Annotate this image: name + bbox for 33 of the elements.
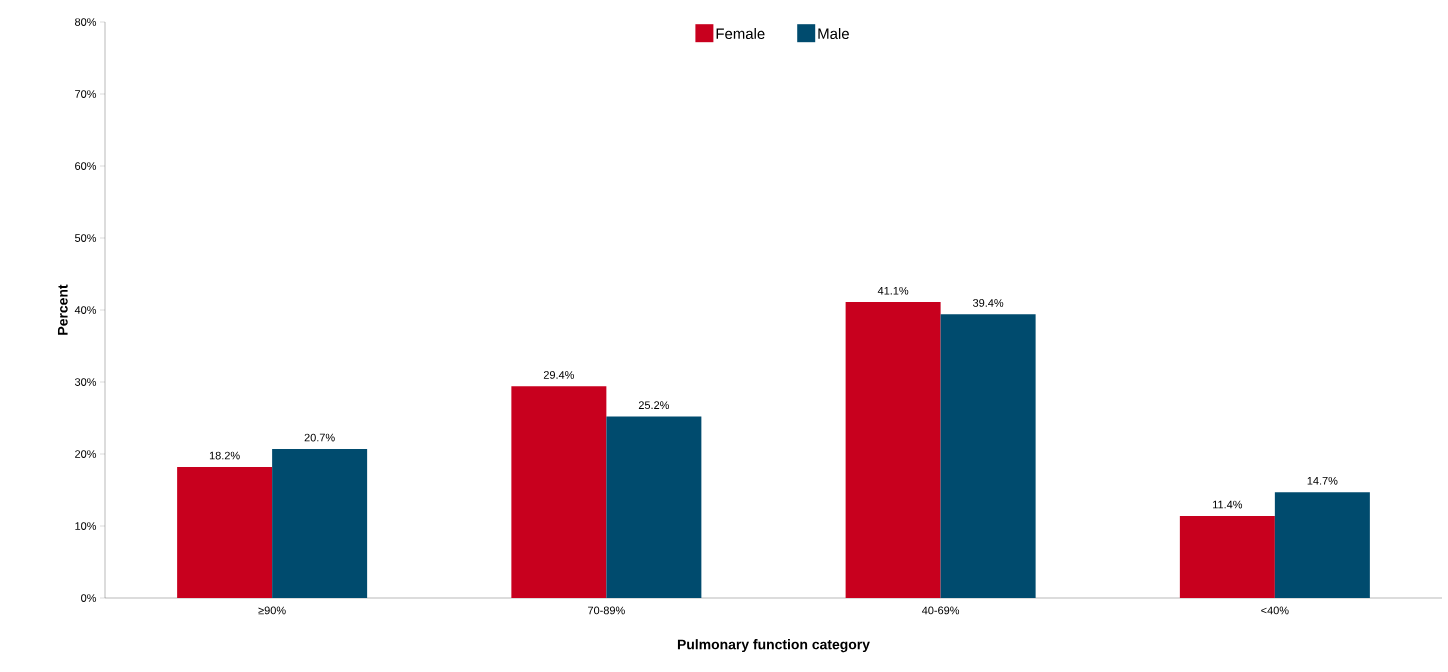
x-tick-label: ≥90% <box>258 606 286 615</box>
y-tick-label: 50% <box>74 234 97 242</box>
x-tick-label: 40-69% <box>921 606 960 615</box>
y-tick-label: 60% <box>75 162 97 170</box>
y-axis-title: Percent <box>57 284 68 335</box>
y-tick-label: 40% <box>74 306 97 314</box>
y-tick-label: 20% <box>75 450 97 458</box>
data-label: 18.2% <box>209 451 240 460</box>
bar <box>177 466 273 598</box>
data-label: 11.4% <box>1213 500 1243 509</box>
x-axis-title: Pulmonary function category <box>677 639 870 653</box>
bar <box>272 448 368 598</box>
bar <box>1179 515 1275 598</box>
data-label: 39.4% <box>973 299 1004 307</box>
data-label: 41.1% <box>877 286 909 295</box>
bar <box>606 416 702 598</box>
x-tick-label: <40% <box>1261 606 1289 615</box>
bar <box>940 314 1036 598</box>
bar <box>511 386 607 598</box>
y-tick-label: 70% <box>75 90 97 98</box>
y-tick-label: 0% <box>81 594 97 602</box>
data-label: 25.2% <box>638 401 669 410</box>
legend-label: Male <box>818 28 849 39</box>
data-label: 20.7% <box>304 433 335 442</box>
y-tick-label: 30% <box>74 378 97 386</box>
bar <box>1274 492 1370 598</box>
bar <box>845 302 941 598</box>
data-label: 29.4% <box>543 371 574 379</box>
x-tick-label: 70-89% <box>588 606 625 615</box>
data-label: 14.7% <box>1307 476 1338 485</box>
y-tick-label: 80% <box>75 18 97 26</box>
y-tick-label: 10% <box>75 522 97 530</box>
legend-label: Female <box>716 28 765 39</box>
